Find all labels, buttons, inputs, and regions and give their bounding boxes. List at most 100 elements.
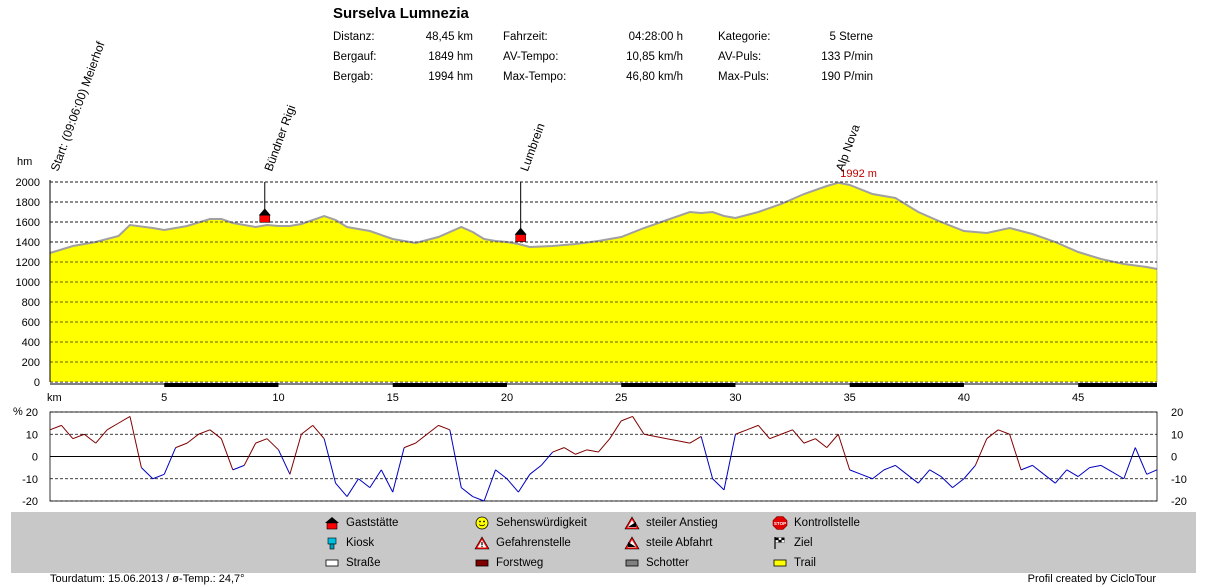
grade-segment [1054, 469, 1068, 484]
waypoint-label: Lumbrein [517, 121, 547, 173]
grade-segment [186, 433, 199, 444]
elevation-axis: 0 200 400 600 800 1000 1200 1400 1600 1800 2000 hm k… [16, 156, 1158, 404]
legend-item: Gaststätte [324, 516, 398, 530]
grade-segment [895, 465, 908, 475]
grade-right-tick-label: 20 [1171, 407, 1183, 419]
legend-label: Trail [794, 557, 816, 569]
grade-segment [426, 424, 439, 435]
grade-segment [152, 473, 165, 480]
grade-segment [460, 487, 474, 497]
grade-segment [597, 438, 611, 453]
x-tick-label: 5 [161, 392, 167, 404]
grade-right-tick-label: 10 [1171, 429, 1183, 441]
grade-segment [1123, 447, 1136, 479]
grade-left-tick-label: 20 [26, 407, 38, 419]
grade-right-tick-label: -20 [1171, 496, 1187, 508]
grade-segment [655, 435, 667, 440]
grade-segment [529, 465, 542, 475]
grade-segment [517, 474, 531, 493]
y-tick-label: 1000 [16, 277, 40, 289]
grade-segment [403, 442, 416, 449]
grade-segment [1020, 464, 1033, 471]
grade-segment [209, 429, 222, 440]
grade-segment [906, 473, 919, 484]
stat-value: 133 P/min [821, 51, 873, 63]
grade-segment [1146, 469, 1158, 475]
km-band-segment [392, 383, 507, 387]
finish-flag-icon [772, 536, 788, 550]
grade-segment [289, 434, 302, 475]
grade-segment [232, 464, 245, 471]
grade-segment [472, 496, 485, 502]
grade-segment [929, 469, 942, 477]
grade-segment [163, 447, 177, 475]
elevation-fill [50, 182, 1157, 382]
y-tick-label: 200 [22, 357, 40, 369]
grade-segment [678, 440, 690, 444]
grade-right-tick-label: 0 [1171, 452, 1177, 464]
grade-segment [940, 476, 953, 489]
elevation-area [49, 181, 1158, 383]
y-tick-label: 1800 [16, 197, 40, 209]
stat-label: AV-Tempo: [503, 51, 559, 63]
grade-segment [266, 438, 279, 451]
legend-label: Forstweg [496, 557, 544, 569]
stat-value: 1849 hm [428, 51, 473, 63]
stat-value: 5 Sterne [829, 31, 873, 43]
grade-segment [952, 478, 965, 489]
grade-segment [220, 438, 234, 471]
legend-label: Ziel [794, 537, 813, 549]
grade-segment [95, 429, 108, 444]
tour-title: Surselva Lumnezia [333, 5, 469, 22]
grade-left-tick-label: -20 [22, 496, 38, 508]
y-tick-label: 2000 [16, 177, 40, 189]
legend-label: Kontrollstelle [794, 517, 860, 529]
y-tick-label: 1400 [16, 237, 40, 249]
grade-segment [346, 478, 359, 497]
legend-item: Gefahrenstelle [474, 536, 571, 550]
stat-label: Max-Puls: [718, 71, 770, 83]
legend-item: Trail [772, 556, 816, 570]
legend-label: Gaststätte [346, 517, 399, 529]
legend-item: Sehenswürdigkeit [474, 516, 587, 530]
grade-segment [506, 478, 519, 493]
legend-label: Sehenswürdigkeit [496, 517, 587, 529]
grade-segment [255, 438, 268, 444]
restaurant-icon-base [515, 234, 526, 242]
grade-segment [495, 469, 508, 480]
forest-road-icon [474, 556, 490, 570]
x-tick-label: 35 [844, 392, 856, 404]
steep-climb-icon [624, 516, 640, 530]
grade-segment [175, 442, 188, 449]
km-band-segment [164, 383, 279, 387]
grade-segment [1134, 447, 1148, 475]
x-tick-label: 45 [1072, 392, 1084, 404]
grade-left-tick-label: -10 [22, 474, 38, 486]
restaurant-icon [324, 516, 340, 530]
grade-segment [974, 438, 988, 466]
grade-segment [369, 469, 382, 488]
x-tick-label: 30 [729, 392, 741, 404]
stat-value: 1994 hm [428, 71, 473, 83]
stat-label: AV-Puls: [718, 51, 762, 63]
grade-segment [666, 438, 679, 442]
grade-axis-label: % [13, 406, 23, 418]
grade-segment [917, 469, 931, 484]
stat-value: 48,45 km [425, 31, 473, 43]
grade-segment [621, 415, 633, 422]
tour-date-footer: Tourdatum: 15.06.2013 / ø-Temp.: 24,7° [50, 573, 245, 585]
grade-segment [141, 467, 154, 480]
x-tick-label: 15 [387, 392, 399, 404]
grade-segment [632, 416, 645, 435]
road-icon [324, 556, 340, 570]
stat-value: 10,85 km/h [626, 51, 683, 63]
waypoint-label: Bündner Rigi [261, 103, 298, 173]
grade-segment [358, 478, 371, 489]
grade-segment [837, 434, 851, 471]
grade-segment [872, 469, 885, 480]
grade-segment [552, 447, 565, 453]
grade-segment [380, 469, 394, 493]
grade-segment [415, 433, 428, 444]
legend-label: Kiosk [346, 537, 375, 549]
legend-item: steile Abfahrt [624, 536, 712, 550]
